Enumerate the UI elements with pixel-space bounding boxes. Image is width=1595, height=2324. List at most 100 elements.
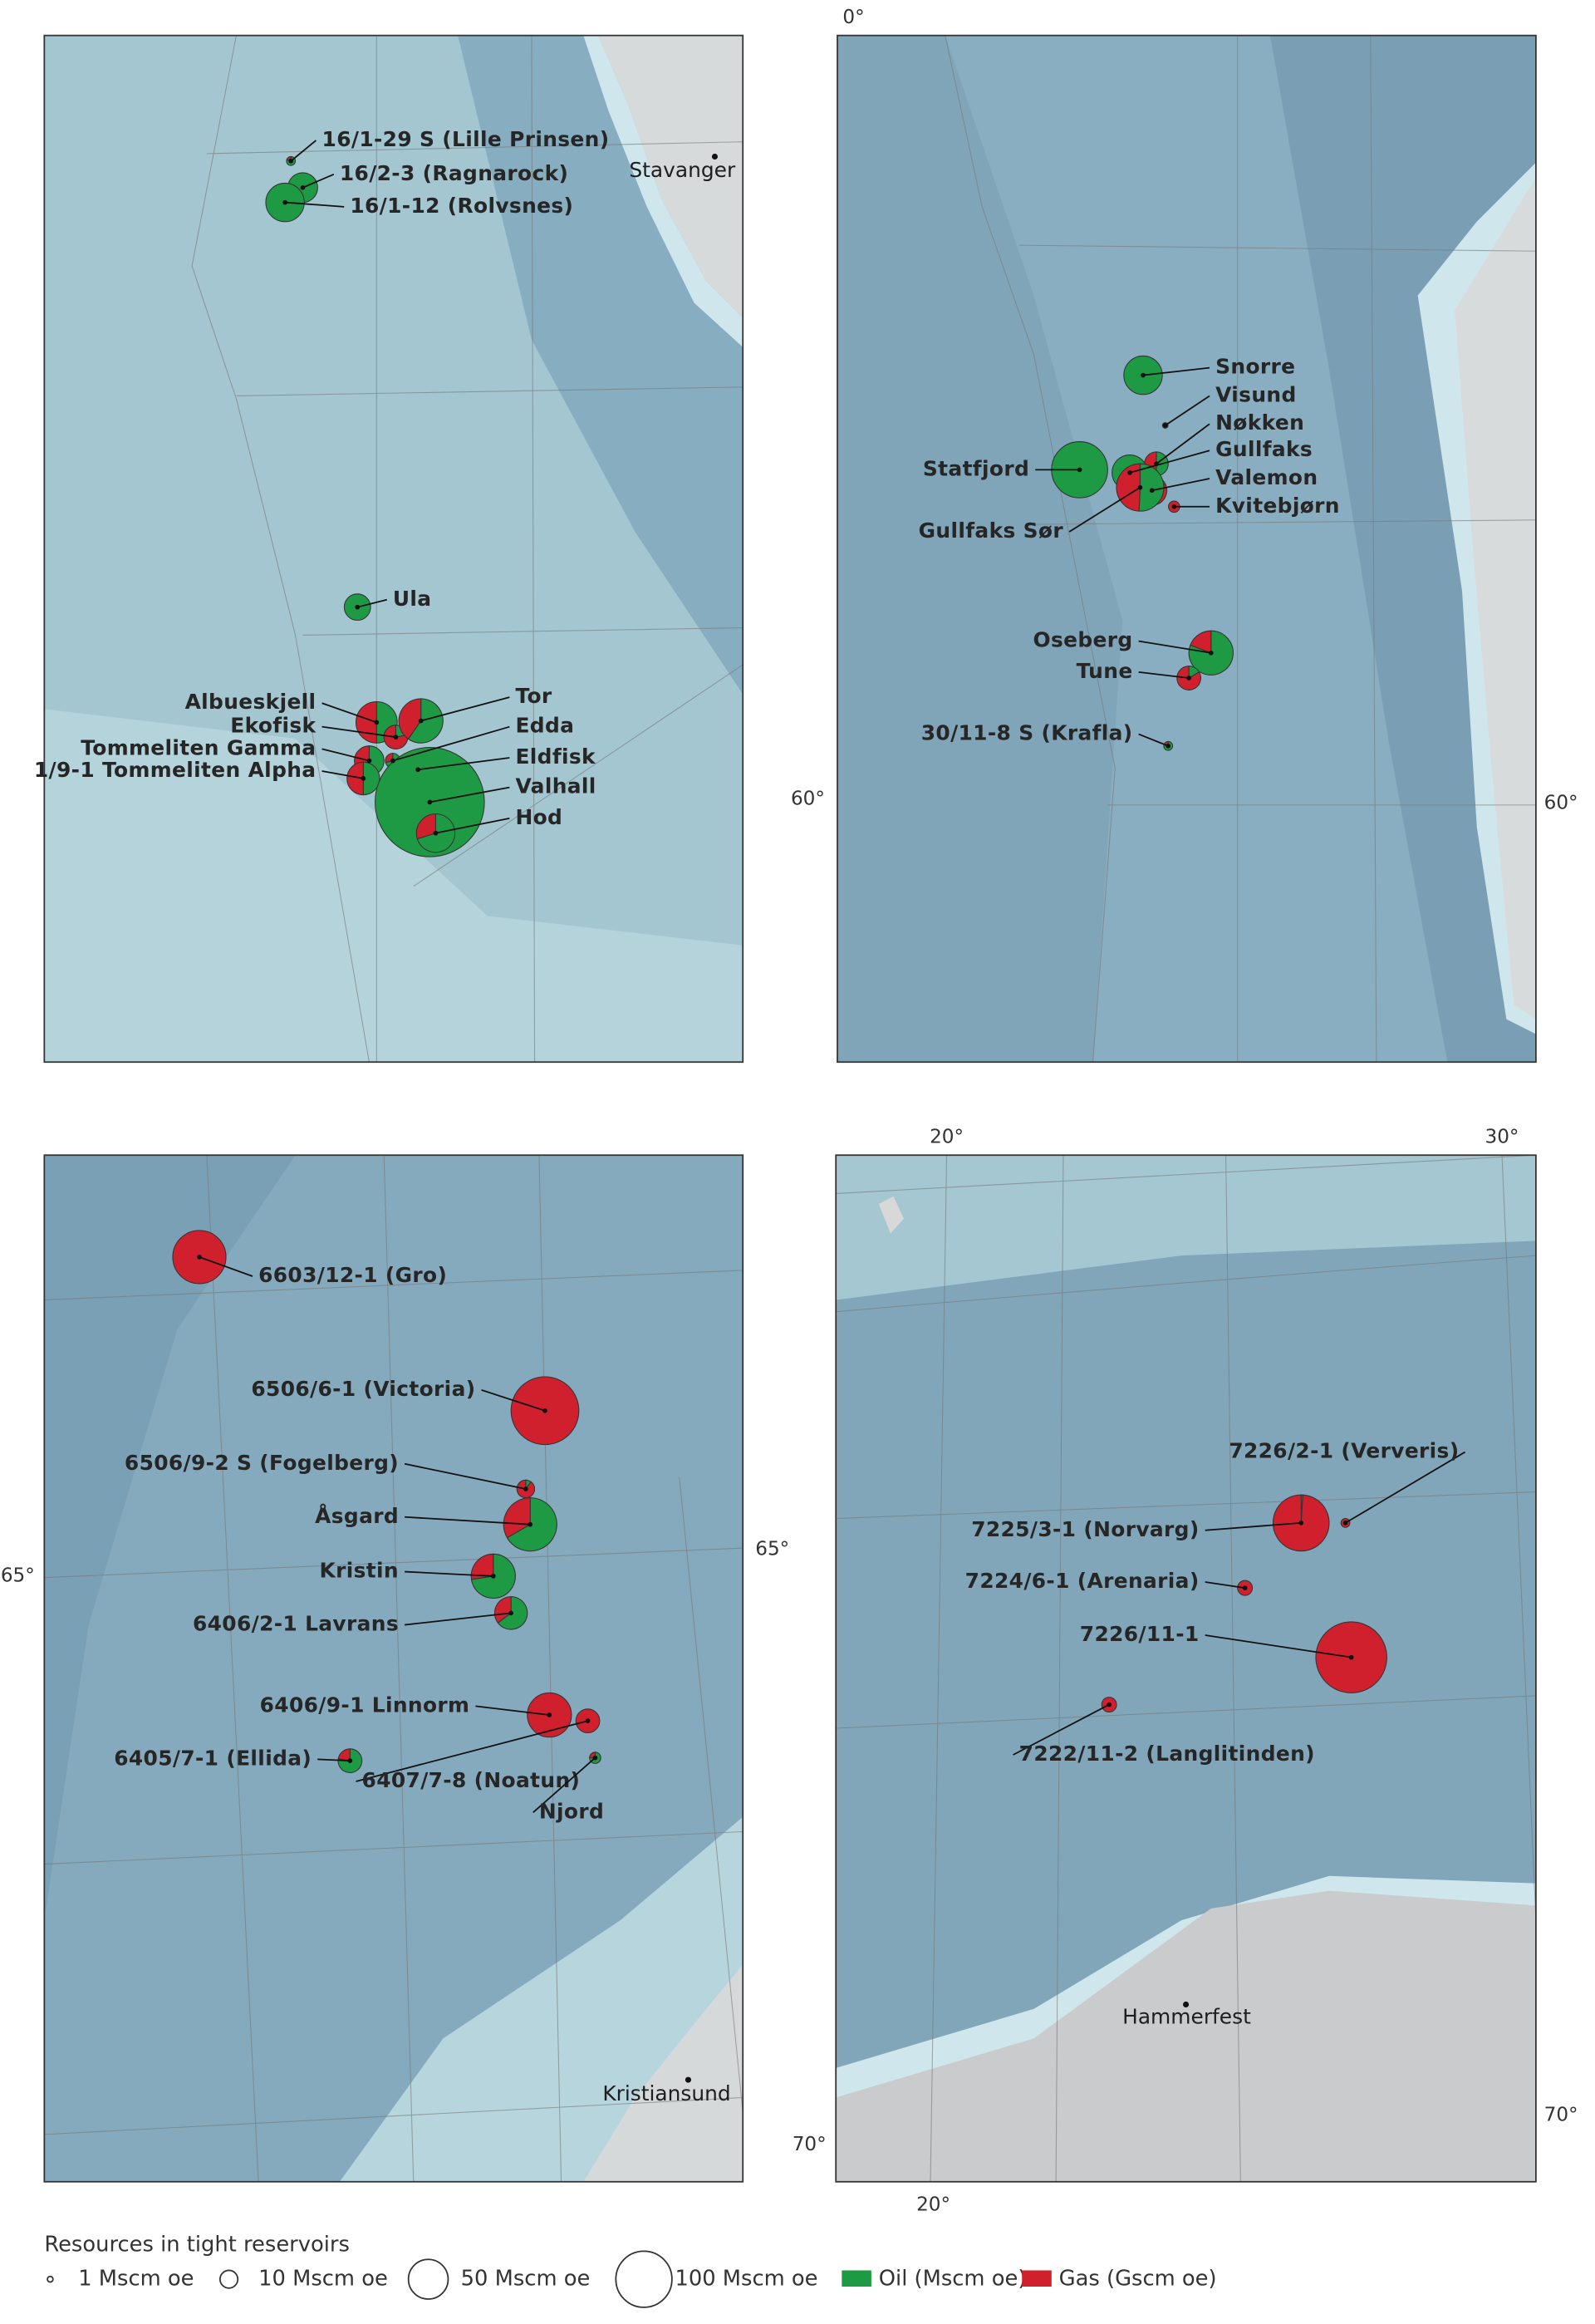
leader-line (475, 1705, 550, 1716)
gas-volume (470, 1553, 494, 1580)
leader-line (199, 1256, 253, 1277)
leader-line (420, 696, 510, 722)
leader-line (317, 1758, 351, 1762)
gas-volume (415, 813, 436, 840)
legend-gas-swatch (1022, 2270, 1052, 2287)
field-dot (415, 767, 420, 773)
leader-line (290, 140, 317, 162)
leader-line (417, 757, 510, 771)
legend-title: Resources in tight reservoirs (44, 2233, 350, 2258)
field-label: 6603/12-1 (Gro) (258, 1263, 447, 1287)
graticule-label: 30° (1485, 1126, 1519, 1147)
oil-volume (1163, 740, 1174, 751)
field-dot (390, 758, 395, 764)
leader-line (1138, 640, 1211, 654)
graticule-label: 20° (930, 1126, 964, 1147)
leader-line (1151, 478, 1210, 492)
panel-background (836, 1155, 1536, 2182)
field-label: Eldfisk (515, 744, 596, 769)
field-label: 6406/2-1 Lavrans (193, 1612, 399, 1636)
field-label: Visund (1215, 382, 1297, 406)
leader-line (321, 725, 396, 739)
gas-volume (493, 1596, 512, 1624)
graticule-label: 70° (793, 2134, 827, 2155)
legend-oil-swatch (842, 2270, 871, 2287)
leader-line (405, 1516, 531, 1526)
leader-line (1205, 1634, 1352, 1658)
field-dot (366, 758, 372, 764)
panel-background (44, 35, 744, 1063)
city-dot (711, 153, 718, 160)
leader-line (392, 725, 510, 762)
legend-size-circle (407, 2258, 449, 2300)
field-dot (1208, 650, 1214, 656)
legend-size-circle (47, 2275, 54, 2283)
field-label: 30/11-8 S (Krafla) (921, 721, 1133, 745)
field-label: Tor (515, 684, 552, 708)
legend-size-label: 1 Mscm oe (78, 2267, 194, 2292)
field-dot (592, 1755, 598, 1761)
field-dot (508, 1610, 513, 1616)
field-label: 16/1-29 S (Lille Prinsen) (322, 127, 610, 151)
graticule-label: 60° (1544, 793, 1578, 814)
field-dot (585, 1718, 591, 1723)
field-dot (528, 1521, 533, 1527)
field-label: 7226/2-1 (Ververis) (1229, 1439, 1459, 1463)
field-label: 7226/11-1 (1080, 1622, 1200, 1646)
legend-size-label: 50 Mscm oe (461, 2267, 591, 2292)
field-label: 6506/9-2 S (Fogelberg) (125, 1451, 399, 1475)
field-dot (490, 1574, 496, 1579)
leader-line (435, 818, 510, 834)
field-label: Tommeliten Gamma (81, 735, 316, 759)
legend-size-label: 10 Mscm oe (258, 2267, 388, 2292)
gas-volume (337, 1748, 351, 1761)
leader-line (321, 702, 377, 724)
oil-volume (337, 1748, 363, 1773)
field-dot (197, 1255, 202, 1260)
panel-background (44, 1155, 744, 2182)
field-dot (547, 1712, 552, 1717)
leader-line (321, 748, 370, 762)
map-marks: 16/1-29 S (Lille Prinsen) 16/2-3 (Ragnaro… (1, 7, 1578, 2308)
graticule-label: 65° (755, 1538, 789, 1560)
field-label: Åsgard (315, 1504, 399, 1528)
leader-line (1013, 1703, 1110, 1756)
field-label: Gullfaks Sør (919, 518, 1064, 543)
leader-line (1156, 423, 1210, 464)
leader-line (302, 173, 335, 189)
field-label: 6407/7-8 (Noatun) (362, 1768, 581, 1792)
field-label: 7225/3-1 (Norvarg) (971, 1517, 1199, 1541)
gas-volume (346, 761, 364, 796)
leader-line (532, 1757, 596, 1814)
field-dot (393, 735, 399, 739)
field-dot (418, 718, 424, 724)
gas-volume (383, 725, 409, 749)
field-dot (1342, 1521, 1348, 1526)
field-label: Valhall (515, 774, 596, 798)
field-dot (1166, 743, 1171, 749)
field-label: 6405/7-1 (Ellida) (114, 1746, 312, 1770)
legend-size-circle (615, 2250, 673, 2308)
field-label: Snorre (1215, 355, 1295, 379)
field-dot (1127, 470, 1132, 475)
field-dot (355, 604, 361, 610)
field-dot (427, 799, 433, 805)
leader-line (1138, 733, 1169, 747)
leader-line (321, 770, 364, 779)
oil-volume (362, 761, 380, 796)
field-dot (1298, 1521, 1304, 1526)
field-dot (433, 830, 439, 836)
field-label: 16/1-12 (Rolvsnes) (350, 194, 573, 218)
leader-line (356, 1720, 588, 1782)
gas-volume (503, 1497, 531, 1539)
legend-gas-label: Gas (Gscm oe) (1059, 2267, 1217, 2292)
field-dot (1171, 504, 1177, 509)
legend-size-label: 100 Mscm oe (675, 2267, 817, 2292)
field-label: Gullfaks (1215, 437, 1313, 461)
field-dot (1186, 676, 1191, 680)
field-dot (1077, 467, 1082, 473)
legend-size-circle (218, 2269, 239, 2289)
field-dot (523, 1486, 528, 1491)
field-label: 6406/9-1 Linnorm (260, 1693, 470, 1717)
field-label: Hod (515, 805, 562, 829)
